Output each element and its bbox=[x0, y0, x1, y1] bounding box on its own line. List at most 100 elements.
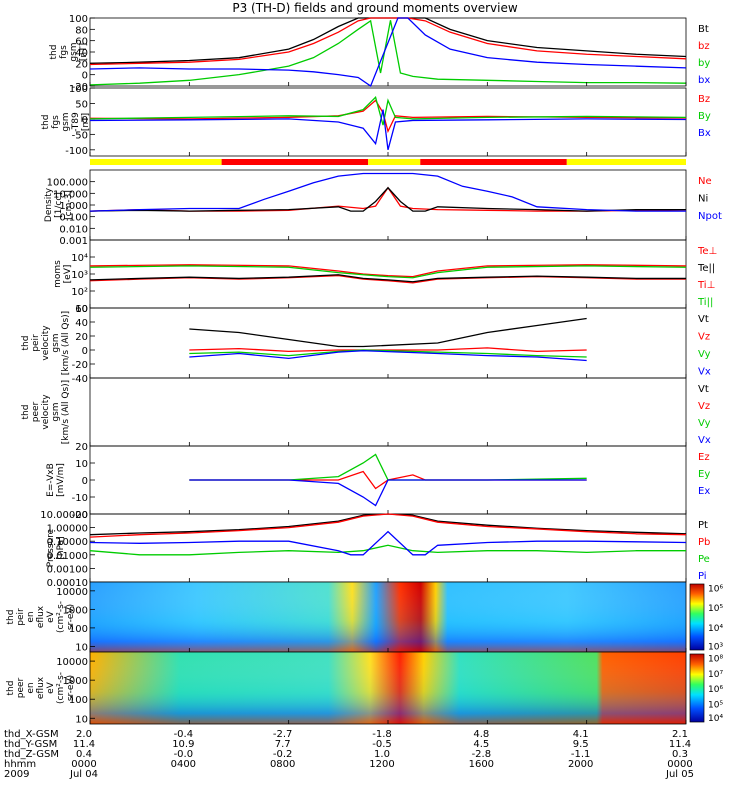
y-axis-label: gsm bbox=[51, 402, 61, 421]
series-line-Ey bbox=[189, 453, 587, 481]
legend-label: bx bbox=[698, 75, 710, 86]
series-line-bz bbox=[89, 17, 687, 66]
x-axis-row-label: thd_X-GSM bbox=[4, 729, 59, 740]
y-axis-label: gsm bbox=[61, 112, 71, 131]
y-axis-label: eV bbox=[46, 610, 56, 623]
plot-title: P3 (TH-D) fields and ground moments over… bbox=[232, 1, 518, 15]
series-line-Bt bbox=[89, 17, 687, 64]
y-tick-label: 0.01000 bbox=[47, 551, 88, 562]
legend-label: Ex bbox=[698, 486, 710, 497]
y-tick-label: -100 bbox=[65, 146, 88, 157]
y-tick-label: -20 bbox=[72, 510, 88, 521]
y-axis-label: Density bbox=[44, 187, 54, 222]
colorbar bbox=[689, 653, 705, 723]
x-axis-value: Jul 05 bbox=[665, 769, 694, 780]
legend-label: Vx bbox=[698, 435, 711, 446]
y-axis-label: en bbox=[26, 611, 36, 622]
colorbar-tick-label: 10⁵ bbox=[708, 604, 723, 614]
y-tick-label: 20 bbox=[75, 332, 88, 343]
x-axis-value: 9.5 bbox=[573, 739, 589, 750]
y-tick-label: 1.000 bbox=[59, 201, 88, 212]
legend-label: Vt bbox=[698, 314, 709, 325]
y-axis-label: Pressure bbox=[46, 528, 56, 567]
y-tick-label: 10000 bbox=[56, 657, 88, 668]
x-axis-row-label: hhmm bbox=[4, 759, 36, 770]
y-tick-label: 100 bbox=[69, 14, 88, 25]
y-tick-label: 40 bbox=[75, 318, 88, 329]
y-tick-label: 0 bbox=[82, 71, 88, 82]
status-segment bbox=[566, 159, 686, 165]
y-axis-label: velocity bbox=[41, 325, 51, 361]
y-tick-label: 10⁴ bbox=[71, 253, 88, 264]
legend-label: Ne bbox=[698, 176, 712, 187]
status-segment bbox=[420, 159, 567, 165]
legend-label: Pe bbox=[698, 554, 710, 565]
panel-density: 100.00010.0001.0000.1000.0100.001 Density… bbox=[44, 169, 722, 247]
y-axis-label: peir bbox=[31, 334, 41, 352]
y-tick-label: 20 bbox=[75, 442, 88, 453]
colorbar-tick-label: 10⁶ bbox=[708, 584, 723, 594]
colorbar-tick-label: 10³ bbox=[708, 642, 723, 652]
heatmap-overlay bbox=[90, 582, 686, 652]
y-tick-label: 10 bbox=[75, 714, 88, 725]
y-tick-label: 10³ bbox=[71, 270, 88, 281]
y-axis-label: fgs bbox=[59, 45, 69, 59]
y-axis-label: thd bbox=[6, 681, 16, 696]
series-line-Ex bbox=[189, 479, 587, 507]
y-tick-label: 20 bbox=[75, 59, 88, 70]
y-tick-label: 0.00010 bbox=[47, 578, 88, 589]
series-line-Vx bbox=[189, 350, 587, 362]
y-axis-label: E=-VxB bbox=[46, 463, 56, 497]
y-axis-label: [eV] bbox=[63, 265, 73, 284]
y-tick-label: 60 bbox=[75, 304, 88, 315]
y-axis-label: sr-eV) bbox=[66, 604, 76, 630]
y-tick-label: 10.000 bbox=[53, 189, 88, 200]
legend-label: Npot bbox=[698, 211, 722, 222]
y-axis-label: thd bbox=[41, 115, 51, 130]
series-line-By bbox=[89, 96, 687, 126]
y-tick-label: 80 bbox=[75, 25, 88, 36]
y-tick-label: 100.000 bbox=[47, 178, 88, 189]
y-axis-label: sr-eV) bbox=[66, 675, 76, 701]
legend-label: Vz bbox=[698, 332, 710, 343]
x-axis-row-label: 2009 bbox=[4, 769, 29, 780]
y-axis-label: peer bbox=[31, 401, 41, 422]
legend-label: Vx bbox=[698, 367, 711, 378]
series-line-Ti|| bbox=[89, 265, 687, 279]
x-axis-value: 0400 bbox=[171, 759, 196, 770]
y-axis-label: [km/s (All Qs)] bbox=[61, 311, 71, 375]
y-tick-label: 0.100 bbox=[59, 213, 88, 224]
panel-frame bbox=[89, 377, 687, 447]
series-line-Pe bbox=[89, 544, 686, 556]
series-line-Bx bbox=[89, 109, 687, 150]
legend-label: bz bbox=[698, 41, 710, 52]
series-line-Bz bbox=[89, 99, 687, 134]
x-axis-value: 0.3 bbox=[672, 749, 688, 760]
legend-label: Ti⊥ bbox=[697, 280, 715, 291]
series-line-Vt bbox=[189, 317, 587, 348]
x-axis-value: 11.4 bbox=[73, 739, 95, 750]
legend-label: Ez bbox=[698, 452, 710, 463]
panel-fgs_t89: 100 50 0 -50 -100 thd fgs gsm -T89 [nT] Bz By Bx bbox=[41, 84, 711, 157]
panel-peir_velocity: 60 40 20 0 -20 -40 thd peir velocity gsm [km/s (Al… bbox=[21, 304, 711, 385]
y-tick-label: 100 bbox=[69, 695, 88, 706]
legend-label: Vy bbox=[698, 349, 711, 360]
legend-label: Vz bbox=[698, 401, 710, 412]
panel-peer_spec: 10⁸ 10⁷ 10⁶ 10⁵ 10⁴ 10000 1000 100 10 thd peer en ef… bbox=[6, 651, 723, 725]
y-tick-label: 0.001 bbox=[59, 236, 88, 247]
y-tick-label: 40 bbox=[75, 48, 88, 59]
series-line-by bbox=[89, 19, 687, 86]
y-axis-label: fgs bbox=[51, 115, 61, 129]
x-axis-value: 0800 bbox=[270, 759, 295, 770]
y-axis-label: [1/cc] bbox=[54, 192, 64, 218]
x-axis-row-label: thd_Z-GSM bbox=[4, 749, 59, 760]
y-axis-label: gsm bbox=[51, 333, 61, 352]
colorbar bbox=[689, 583, 705, 651]
y-axis-label: [km/s (All Qs)] bbox=[61, 380, 71, 444]
x-axis-value: -1.1 bbox=[571, 749, 591, 760]
y-tick-label: 1.00000 bbox=[47, 524, 88, 535]
series-line-bx bbox=[89, 17, 687, 87]
y-tick-label: 0.010 bbox=[59, 224, 88, 235]
status-bar bbox=[90, 159, 686, 165]
